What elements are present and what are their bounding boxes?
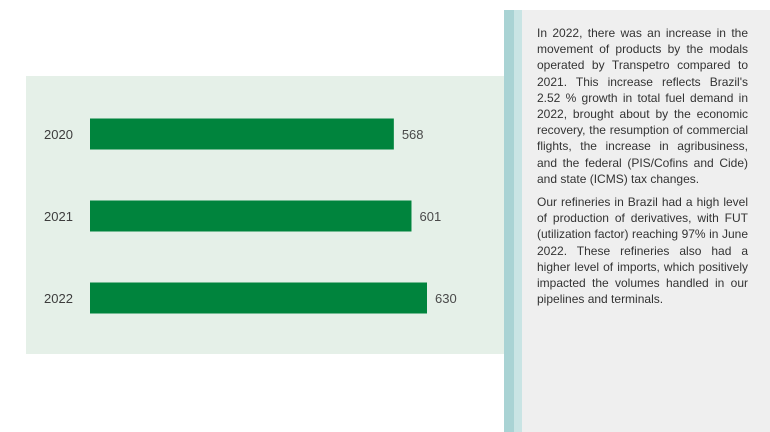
category-label-2020: 2020 <box>44 127 73 142</box>
sidebar-accent-stripe <box>504 10 522 432</box>
sidebar-panel: In 2022, there was an increase in the mo… <box>522 10 770 432</box>
value-label-2021: 601 <box>419 209 441 224</box>
sidebar-text: In 2022, there was an increase in the mo… <box>537 25 748 314</box>
value-label-2022: 630 <box>435 291 457 306</box>
value-label-2020: 568 <box>402 127 424 142</box>
sidebar-paragraph-1: In 2022, there was an increase in the mo… <box>537 26 748 186</box>
chart-panel: 2020 568 2021 601 2022 630 <box>26 76 506 354</box>
category-label-2021: 2021 <box>44 209 73 224</box>
sidebar-paragraph-2: Our refineries in Brazil had a high leve… <box>537 195 748 307</box>
bar-2021 <box>90 200 412 232</box>
bar-2020 <box>90 118 394 150</box>
category-label-2022: 2022 <box>44 291 73 306</box>
bar-chart: 2020 568 2021 601 2022 630 <box>44 118 457 314</box>
bar-2022 <box>90 282 427 314</box>
